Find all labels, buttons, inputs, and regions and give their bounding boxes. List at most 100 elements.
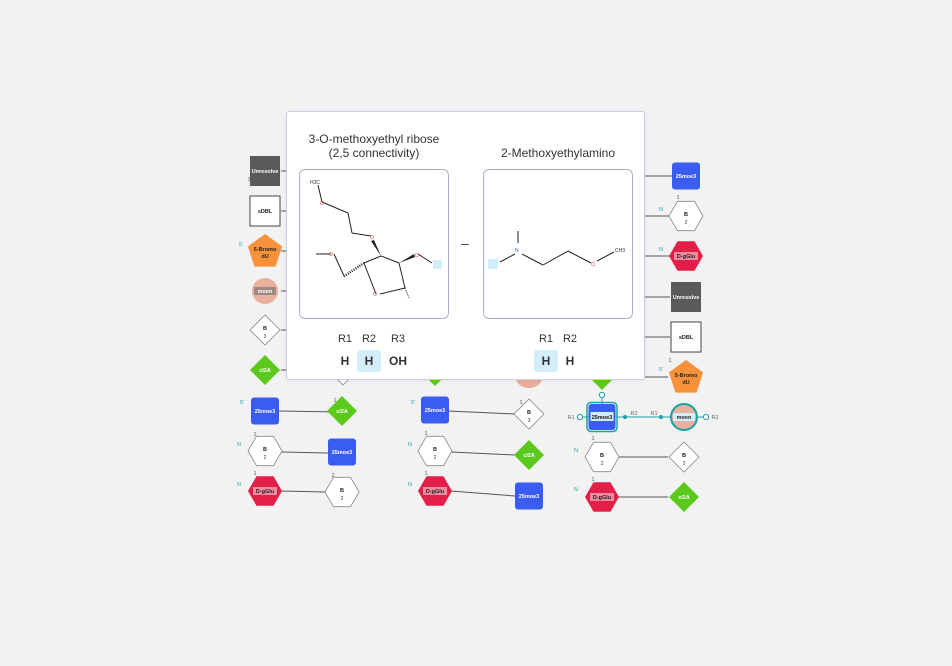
- sdbl-monomer[interactable]: sDBL: [249, 195, 281, 227]
- base-diamond[interactable]: B3: [513, 398, 545, 430]
- sugar-shape: [515, 482, 543, 510]
- base-number: 3: [528, 418, 531, 424]
- ring-oxygen-label: O: [373, 292, 377, 298]
- cl2a-shape: [250, 355, 280, 385]
- monomer-tooltip: 3-O-methoxyethyl ribose (2,5 connectivit…: [286, 111, 645, 380]
- sugar-25moe3[interactable]: 25moe3: [328, 438, 356, 466]
- sugar-25moe3[interactable]: 25moe3: [251, 397, 279, 425]
- rgroup-label: R2: [711, 415, 718, 421]
- chain-end-label: 5': [659, 367, 663, 373]
- base-label: B: [682, 453, 686, 459]
- index-number: 1: [519, 400, 522, 406]
- base-hex-shape: [668, 200, 704, 232]
- label-band: [253, 487, 277, 495]
- cl2a-shape: [669, 482, 699, 512]
- chain-end-label: N: [574, 487, 578, 493]
- sugar-25moe3[interactable]: 25moe3: [672, 162, 700, 190]
- base-diamond[interactable]: B3: [668, 441, 700, 473]
- right-monomer-title: 2-Methoxyethylamino: [500, 146, 616, 160]
- d-gglu-monomer[interactable]: D-gGlu: [669, 241, 703, 271]
- monomer-label: moen: [677, 415, 692, 421]
- d-gglu-monomer[interactable]: D-gGlu: [248, 476, 282, 506]
- sugar-25moe3[interactable]: 25moe3: [586, 401, 618, 433]
- unresolved-monomer[interactable]: Unresolve: [671, 282, 701, 312]
- base-diamond-shape: [249, 314, 281, 346]
- chain-end-label: N: [237, 442, 241, 448]
- monomer-label: Unresolve: [673, 295, 700, 301]
- base-diamond[interactable]: B3: [249, 314, 281, 346]
- base-number: 2: [434, 455, 437, 461]
- base-hex-shape: [324, 476, 360, 508]
- rgroup-name: R3: [390, 333, 406, 345]
- monomer-label: cl2A: [336, 409, 348, 415]
- hidden-moen-edge: [516, 378, 542, 388]
- rgroup-value: H: [565, 354, 575, 368]
- unresolved-monomer[interactable]: Unresolve: [250, 156, 280, 186]
- monomer-label: moen: [258, 289, 273, 295]
- selected-connection[interactable]: [576, 391, 710, 421]
- chain-end-label: N: [659, 247, 663, 253]
- rgroup-label: R2: [630, 411, 637, 417]
- backbone-bond: [450, 490, 516, 497]
- top-handle[interactable]: [598, 391, 606, 399]
- oxygen-label: O: [370, 235, 374, 241]
- chain-end-label: 5': [240, 400, 244, 406]
- d-gglu-monomer[interactable]: D-gGlu: [585, 482, 619, 512]
- monomer-label: 25moe3: [676, 174, 697, 180]
- sugar-shape: [328, 438, 356, 466]
- monomer-label: Unresolve: [252, 169, 279, 175]
- oxygen-label: O: [329, 252, 333, 258]
- sugar-25moe3[interactable]: 25moe3: [421, 396, 449, 424]
- base-hexagon[interactable]: B2: [247, 435, 283, 467]
- unresolved-shape: [250, 156, 280, 186]
- sugar-25moe3[interactable]: 25moe3: [515, 482, 543, 510]
- monomer-label: sDBL: [258, 209, 273, 215]
- left-structure-box: H3C O O O O O: [299, 169, 449, 319]
- monomer-label: D-gGlu: [256, 489, 274, 495]
- base-hexagon[interactable]: B2: [324, 476, 360, 508]
- monomer-label: 5-Bromo: [254, 247, 277, 253]
- monomer-label: 25moe3: [592, 415, 613, 421]
- backbone-bond: [280, 451, 329, 454]
- base-number: 2: [264, 455, 267, 461]
- sdbl-monomer[interactable]: sDBL: [670, 321, 702, 353]
- selection-outline: [586, 401, 618, 433]
- base-label: B: [263, 326, 267, 332]
- monomer-label: dU: [682, 380, 689, 386]
- left-rgroup-1: R1 H: [333, 332, 357, 372]
- r1-handle[interactable]: [576, 413, 584, 421]
- cl2a-monomer[interactable]: cl2A: [327, 396, 357, 426]
- d-gglu-monomer[interactable]: D-gGlu: [418, 476, 452, 506]
- monomer-label: sDBL: [679, 335, 694, 341]
- moen-monomer[interactable]: moen: [670, 403, 698, 431]
- left-monomer-title-line2: (2,5 connectivity): [328, 146, 420, 160]
- base-hexagon[interactable]: B2: [417, 435, 453, 467]
- chain-end-label: 5': [411, 400, 415, 406]
- right-rgroup-1: R1 H: [534, 332, 558, 372]
- base-hexagon[interactable]: B2: [668, 200, 704, 232]
- r2-handle[interactable]: [702, 413, 710, 421]
- cl2a-shape: [327, 396, 357, 426]
- cl2a-monomer[interactable]: cl2A: [250, 355, 280, 385]
- ribose-structure: H3C O O O O O: [310, 180, 442, 299]
- moen-monomer[interactable]: moen: [252, 278, 278, 304]
- backbone-bond: [450, 451, 516, 456]
- base-hex-shape: [584, 441, 620, 473]
- base-number: 3: [683, 461, 686, 467]
- cl2a-monomer[interactable]: cl2A: [514, 440, 544, 470]
- base-label: B: [263, 447, 267, 453]
- oxygen-label: O: [320, 201, 324, 207]
- monomer-label: D-gGlu: [426, 489, 444, 495]
- left-monomer-title: 3-O-methoxyethyl ribose (2,5 connectivit…: [289, 132, 459, 160]
- bromo-shape: [247, 234, 283, 267]
- attachment-point: [659, 415, 663, 419]
- index-number: 1: [424, 431, 427, 437]
- base-hexagon[interactable]: B2: [584, 441, 620, 473]
- oxygen-label: O: [591, 262, 595, 268]
- cl2a-shape: [514, 440, 544, 470]
- cl2a-monomer[interactable]: cl2A: [669, 482, 699, 512]
- monomer-label: 5-Bromo: [675, 373, 698, 379]
